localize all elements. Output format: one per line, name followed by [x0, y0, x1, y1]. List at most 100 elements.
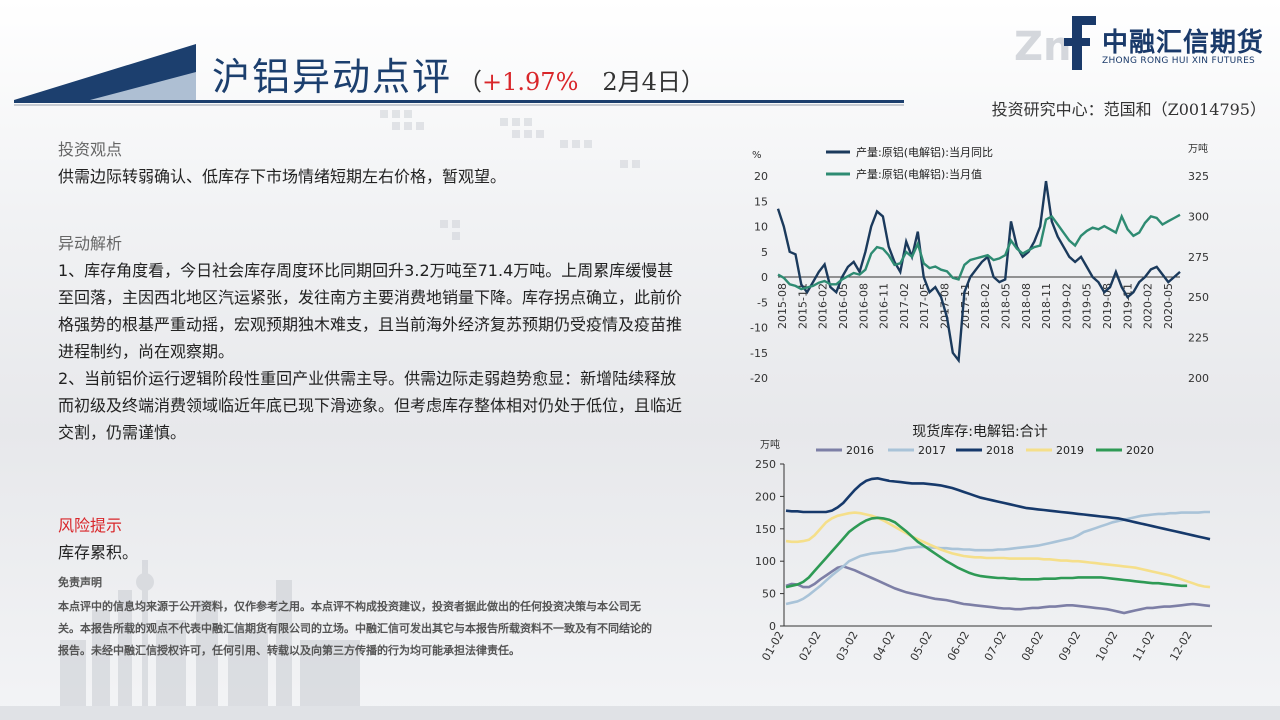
- logo-name-en: ZHONG RONG HUI XIN FUTURES: [1102, 56, 1256, 66]
- x-tick-label: 07-02: [982, 629, 1009, 663]
- left-axis-unit: %: [752, 150, 762, 161]
- legend-label-2018: 2018: [986, 444, 1014, 457]
- x-tick-label: 2018-08: [1020, 283, 1033, 329]
- disclaimer-body: 本点评中的信息均来源于公开资料，仅作参考之用。本点评不构成投资建议，投资者据此做…: [58, 600, 652, 657]
- risk-section: 风险提示 库存累积。: [58, 512, 688, 566]
- x-tick-label: 2018-05: [999, 283, 1012, 329]
- header-triangle-light: [90, 72, 196, 100]
- y-tick-label: 250: [755, 458, 776, 471]
- x-tick-label: 11-02: [1130, 629, 1157, 663]
- logo-mark-icon: Zn: [1014, 16, 1096, 70]
- view-section: 投资观点 供需边际转弱确认、低库存下市场情绪短期左右价格，暂观望。: [58, 136, 688, 190]
- x-tick-label: 01-02: [759, 629, 786, 663]
- right-tick-label: 325: [1188, 170, 1209, 183]
- left-tick-label: -15: [750, 347, 768, 360]
- left-tick-label: -20: [750, 372, 768, 385]
- map-dots-decoration: [380, 110, 640, 240]
- legend-label-2019: 2019: [1056, 444, 1084, 457]
- x-tick-label: 12-02: [1167, 629, 1194, 663]
- x-tick-label: 10-02: [1093, 629, 1120, 663]
- legend-label-1: 产量:原铝(电解铝):当月同比: [856, 145, 993, 159]
- y-tick-label: 150: [755, 523, 776, 536]
- x-tick-label: 05-02: [908, 629, 935, 663]
- x-tick-label: 09-02: [1056, 629, 1083, 663]
- x-tick-label: 2017-02: [898, 283, 911, 329]
- legend-label-2016: 2016: [846, 444, 874, 457]
- view-heading: 投资观点: [58, 140, 123, 159]
- left-tick-label: 0: [761, 271, 768, 284]
- x-tick-label: 08-02: [1019, 629, 1046, 663]
- y-tick-label: 0: [769, 620, 776, 633]
- series-line-2019: [785, 511, 1211, 589]
- y-tick-label: 200: [755, 490, 776, 503]
- series-line-2020: [785, 516, 1188, 589]
- x-tick-label: 2016-08: [857, 283, 870, 329]
- series-line-1: [776, 180, 1181, 364]
- x-tick-label: 2020-05: [1162, 283, 1175, 329]
- analyst-info: 投资研究中心：范国和（Z0014795）: [991, 100, 1266, 119]
- x-tick-label: 2018-11: [1040, 283, 1053, 329]
- series-line-2017: [785, 510, 1210, 606]
- header-underline-shadow: [14, 104, 904, 106]
- analysis-section: 异动解析 1、库存角度看，今日社会库存周度环比同期回升3.2万吨至71.4万吨。…: [58, 230, 688, 446]
- x-tick-label: 2016-05: [837, 283, 850, 329]
- legend-label-2020: 2020: [1126, 444, 1154, 457]
- risk-body: 库存累积。: [58, 543, 139, 562]
- x-tick-label: 03-02: [834, 629, 861, 663]
- left-tick-label: -10: [750, 322, 768, 335]
- x-tick-label: 2018-02: [979, 283, 992, 329]
- x-tick-label: 2017-08: [939, 283, 952, 329]
- analysis-paragraph-2: 2、当前铝价运行逻辑阶段性重回产业供需主导。供需边际走弱趋势愈显：新增陆续释放而…: [58, 369, 683, 442]
- x-tick-label: 02-02: [796, 629, 823, 663]
- x-tick-label: 2017-05: [918, 283, 931, 329]
- x-tick-label: 2020-02: [1142, 283, 1155, 329]
- legend-label-2: 产量:原铝(电解铝):当月值: [856, 167, 982, 181]
- right-tick-label: 275: [1188, 251, 1209, 264]
- left-tick-label: 15: [754, 195, 768, 208]
- series-line-2016: [785, 565, 1211, 615]
- x-tick-label: 2019-08: [1101, 283, 1114, 329]
- y-tick-label: 50: [762, 588, 776, 601]
- x-tick-label: 2019-05: [1081, 283, 1094, 329]
- risk-heading: 风险提示: [58, 516, 123, 535]
- legend-label-2017: 2017: [918, 444, 946, 457]
- bottom-accent: [0, 706, 1280, 720]
- view-body: 供需边际转弱确认、低库存下市场情绪短期左右价格，暂观望。: [58, 167, 507, 186]
- left-tick-label: -5: [757, 296, 768, 309]
- company-logo: Zn 中融汇信期货 ZHONG RONG HUI XIN FUTURES: [1014, 14, 1270, 74]
- left-tick-label: 10: [754, 221, 768, 234]
- title-paren-open: （: [458, 68, 483, 96]
- page-title: 沪铝异动点评: [212, 55, 453, 99]
- analysis-heading: 异动解析: [58, 234, 123, 253]
- x-tick-label: 2019-02: [1060, 283, 1073, 329]
- disclaimer-heading: 免责声明: [58, 576, 102, 589]
- svg-text:Zn: Zn: [1014, 24, 1071, 70]
- right-axis-unit: 万吨: [1188, 142, 1208, 155]
- x-tick-label: 2015-08: [776, 283, 789, 329]
- x-tick-label: 04-02: [871, 629, 898, 663]
- x-tick-label: 2016-11: [878, 283, 891, 329]
- y-tick-label: 100: [755, 555, 776, 568]
- x-tick-label: 06-02: [945, 629, 972, 663]
- x-tick-label: 2016-02: [817, 283, 830, 329]
- report-date: 2月4日）: [602, 68, 705, 96]
- x-tick-label: 2015-11: [796, 283, 809, 329]
- production-chart: % 万吨 20 15 10 5 0 -5 -10 -15 -20 325 300 275 250 225 200…: [750, 142, 1209, 385]
- right-tick-label: 250: [1188, 291, 1209, 304]
- chart-title: 现货库存:电解铝:合计: [912, 423, 1047, 440]
- logo-name-cn: 中融汇信期货: [1102, 28, 1265, 58]
- series-line-2: [777, 213, 1181, 291]
- series-line-2018: [785, 476, 1211, 541]
- price-change: +1.97%: [482, 68, 579, 96]
- header-underline: [14, 100, 904, 103]
- left-tick-label: 20: [754, 170, 768, 183]
- right-tick-label: 225: [1188, 332, 1209, 345]
- right-tick-label: 200: [1188, 372, 1209, 385]
- analysis-paragraph-1: 1、库存角度看，今日社会库存周度环比同期回升3.2万吨至71.4万吨。上周累库缓…: [58, 261, 683, 361]
- y-axis-unit: 万吨: [760, 438, 780, 451]
- header-title-group: 沪铝异动点评 （ +1.97% 2月4日）: [212, 46, 705, 102]
- left-tick-label: 5: [761, 246, 768, 259]
- right-tick-label: 300: [1188, 210, 1209, 223]
